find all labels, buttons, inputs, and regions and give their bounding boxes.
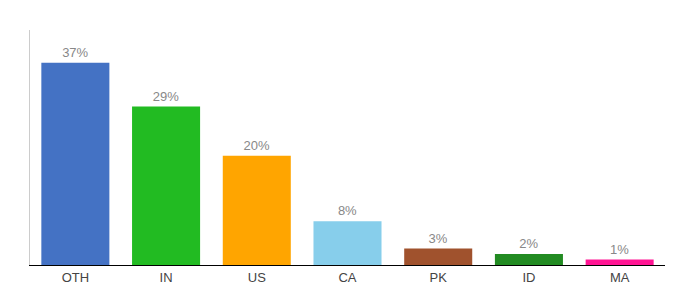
svg-text:29%: 29% [153, 89, 179, 104]
svg-text:1%: 1% [610, 242, 629, 257]
svg-text:8%: 8% [338, 203, 357, 218]
svg-text:CA: CA [338, 270, 356, 285]
svg-text:MA: MA [610, 270, 630, 285]
svg-text:2%: 2% [519, 236, 538, 251]
svg-text:US: US [248, 270, 266, 285]
svg-text:OTH: OTH [62, 270, 89, 285]
svg-text:37%: 37% [62, 45, 88, 60]
svg-text:PK: PK [430, 270, 448, 285]
svg-text:ID: ID [522, 270, 535, 285]
svg-text:3%: 3% [429, 231, 448, 246]
svg-text:IN: IN [160, 270, 173, 285]
svg-text:20%: 20% [244, 138, 270, 153]
